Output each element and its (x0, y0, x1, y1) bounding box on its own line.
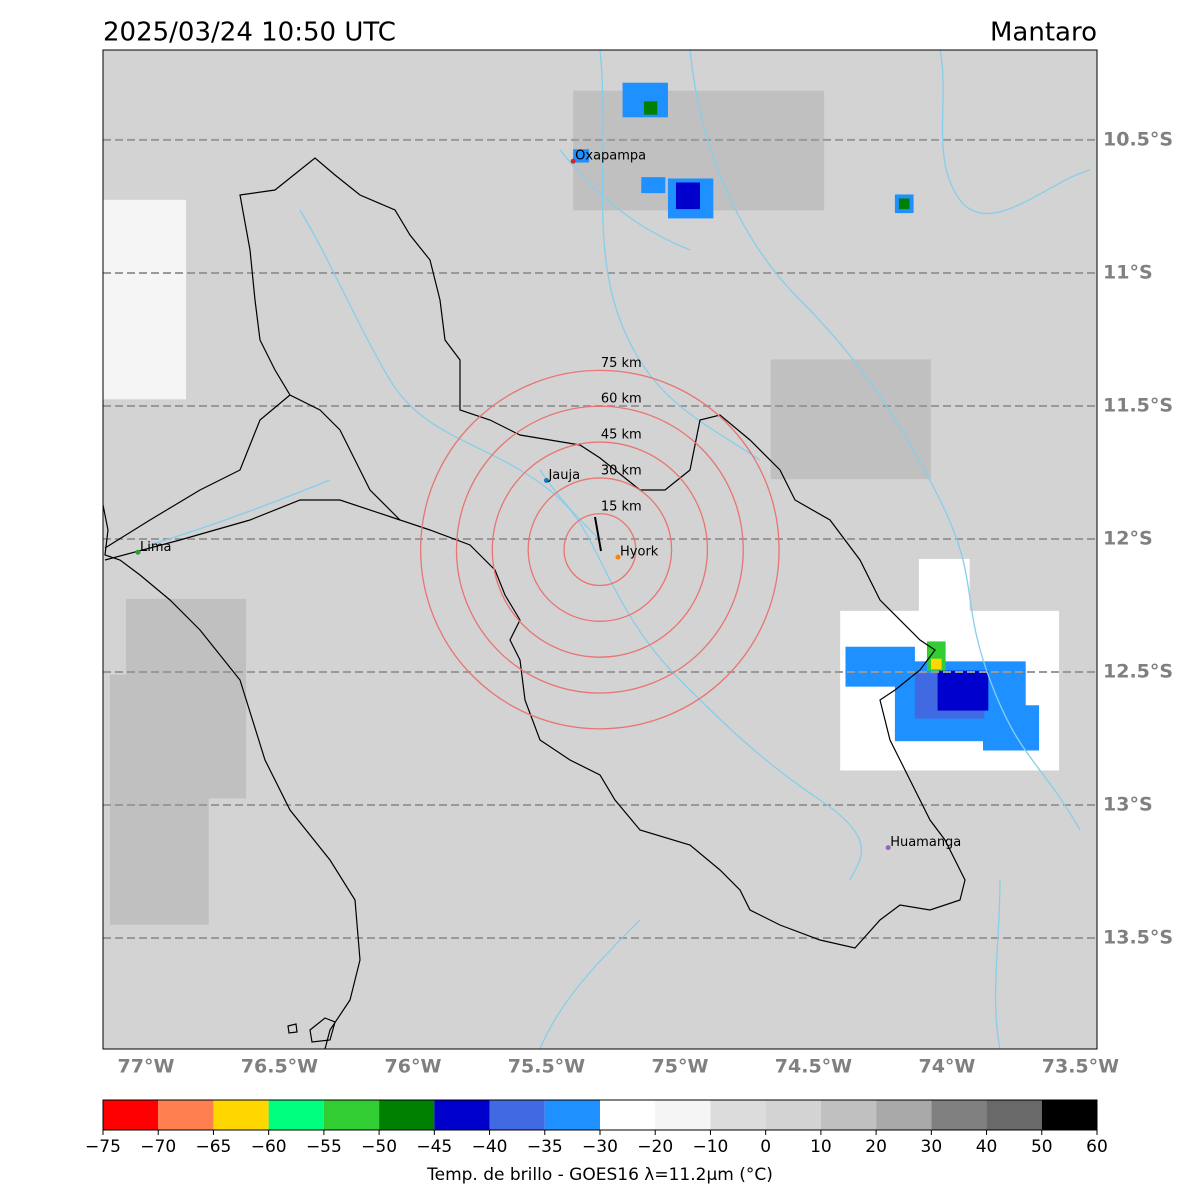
x-tick-label: 77°W (118, 1056, 175, 1078)
colorbar-tick-label: −60 (251, 1137, 287, 1157)
cloud-cell (770, 359, 931, 480)
colorbar-tick-label: −40 (472, 1137, 508, 1157)
ring-label: 30 km (601, 463, 642, 478)
city-marker (135, 549, 141, 555)
range-ring (563, 513, 637, 587)
cloud-cell (675, 182, 700, 210)
colorbar-segment (544, 1100, 600, 1130)
x-tick-label: 73.5°W (1042, 1056, 1119, 1078)
colorbar-tick-label: 40 (976, 1137, 998, 1157)
y-tick-label: 11.5°S (1103, 394, 1173, 416)
colorbar-segment (876, 1100, 932, 1130)
colorbar-label: Temp. de brillo - GOES16 λ=11.2μm (°C) (426, 1165, 773, 1185)
colorbar-tick-label: 10 (810, 1137, 832, 1157)
ring-label: 45 km (601, 428, 642, 443)
colorbar-tick-label: 30 (921, 1137, 943, 1157)
x-tick-label: 74.5°W (775, 1056, 852, 1078)
cloud-layer (103, 82, 1060, 925)
colorbar-segment (103, 1100, 159, 1130)
colorbar-segment (379, 1100, 435, 1130)
ring-label: 75 km (601, 356, 642, 371)
city-marker (885, 845, 891, 851)
wind-vector (594, 516, 602, 552)
colorbar-segment (1041, 1100, 1097, 1130)
city-label: Huamanga (890, 835, 961, 850)
colorbar-tick-label: −30 (582, 1137, 618, 1157)
colorbar-segment (600, 1100, 656, 1130)
boundaries (103, 157, 966, 1049)
colorbar-segment (489, 1100, 545, 1130)
cloud-cell (125, 598, 247, 799)
city-label: Lima (140, 540, 171, 555)
colorbar-tick-label: 60 (1086, 1137, 1108, 1157)
x-tick-label: 76.5°W (241, 1056, 318, 1078)
x-tick-label: 74°W (918, 1056, 975, 1078)
cloud-cell (898, 198, 910, 210)
colorbar-tick-label: −70 (140, 1137, 176, 1157)
region-name: Mantaro (990, 18, 1097, 48)
y-tick-label: 13.5°S (1103, 927, 1173, 949)
x-tick-label: 75°W (652, 1056, 709, 1078)
colorbar-segment (710, 1100, 766, 1130)
colorbar-segment (765, 1100, 821, 1130)
y-tick-label: 12°S (1103, 527, 1153, 549)
range-ring (527, 477, 673, 622)
colorbar-segment (986, 1100, 1042, 1130)
colorbar-tick-label: −10 (692, 1137, 728, 1157)
map-frame (102, 49, 1098, 1050)
y-tick-label: 12.5°S (1103, 661, 1173, 683)
range-ring (419, 369, 780, 730)
grid (103, 138, 1097, 940)
ring-label: 15 km (601, 499, 642, 514)
city-label: Oxapampa (575, 149, 646, 164)
cloud-cell (643, 101, 658, 115)
city-label: Jauja (547, 468, 580, 483)
city-marker (543, 477, 549, 483)
y-tick-label: 11°S (1103, 261, 1153, 283)
colorbar-segment (213, 1100, 269, 1130)
cloud-cell (103, 199, 187, 400)
colorbar-segment (434, 1100, 490, 1130)
colorbar-tick-label: −65 (195, 1137, 231, 1157)
y-tick-label: 10.5°S (1103, 128, 1173, 150)
colorbar-tick-label: −35 (527, 1137, 563, 1157)
axis-ticks: 10.5°S 11°S 11.5°S 12°S 12.5°S 13°S 13.5°S 77°W… (118, 128, 1174, 1077)
colorbar-tick-label: −45 (416, 1137, 452, 1157)
cloud-cell (930, 658, 942, 670)
colorbar-segment (655, 1100, 711, 1130)
range-ring (491, 441, 709, 658)
colorbar-tick-label: −50 (361, 1137, 397, 1157)
city-label: Hyork (620, 545, 659, 560)
colorbar-tick-label: 0 (760, 1137, 771, 1157)
x-tick-label: 75.5°W (508, 1056, 585, 1078)
map-title: 2025/03/24 10:50 UTC (103, 18, 396, 48)
cloud-cell (918, 558, 970, 621)
city-marker (615, 554, 621, 560)
colorbar-tick-label: 20 (865, 1137, 887, 1157)
colorbar-tick-label: −75 (85, 1137, 121, 1157)
cities: Oxapampa Jauja Hyork Lima Huamanga (135, 149, 961, 851)
colorbar-segment (323, 1100, 380, 1130)
map-area: 15 km 30 km 45 km 60 km 75 km Oxapampa Jauja H… (103, 50, 1097, 1049)
colorbar: −75 −70 −65 −60 −55 −50 −45 −40 −35 −30 −20 −10 0 10 2… (85, 1099, 1108, 1157)
ring-label: 60 km (601, 392, 642, 407)
colorbar-tick-label: −20 (637, 1137, 673, 1157)
range-rings: 15 km 30 km 45 km 60 km 75 km (419, 356, 780, 730)
colorbar-segment (931, 1100, 987, 1130)
colorbar-tick-label: 50 (1031, 1137, 1053, 1157)
colorbar-segment (820, 1100, 877, 1130)
city-marker (570, 158, 576, 164)
cloud-cell (937, 670, 989, 711)
x-tick-label: 76°W (385, 1056, 442, 1078)
range-ring (455, 405, 744, 694)
rivers (149, 50, 1091, 1049)
y-tick-label: 13°S (1103, 794, 1153, 816)
colorbar-segment (158, 1100, 214, 1130)
colorbar-tick-label: −55 (306, 1137, 342, 1157)
cloud-cell (641, 177, 666, 194)
colorbar-segment (268, 1100, 324, 1130)
cloud-cell (573, 149, 590, 163)
